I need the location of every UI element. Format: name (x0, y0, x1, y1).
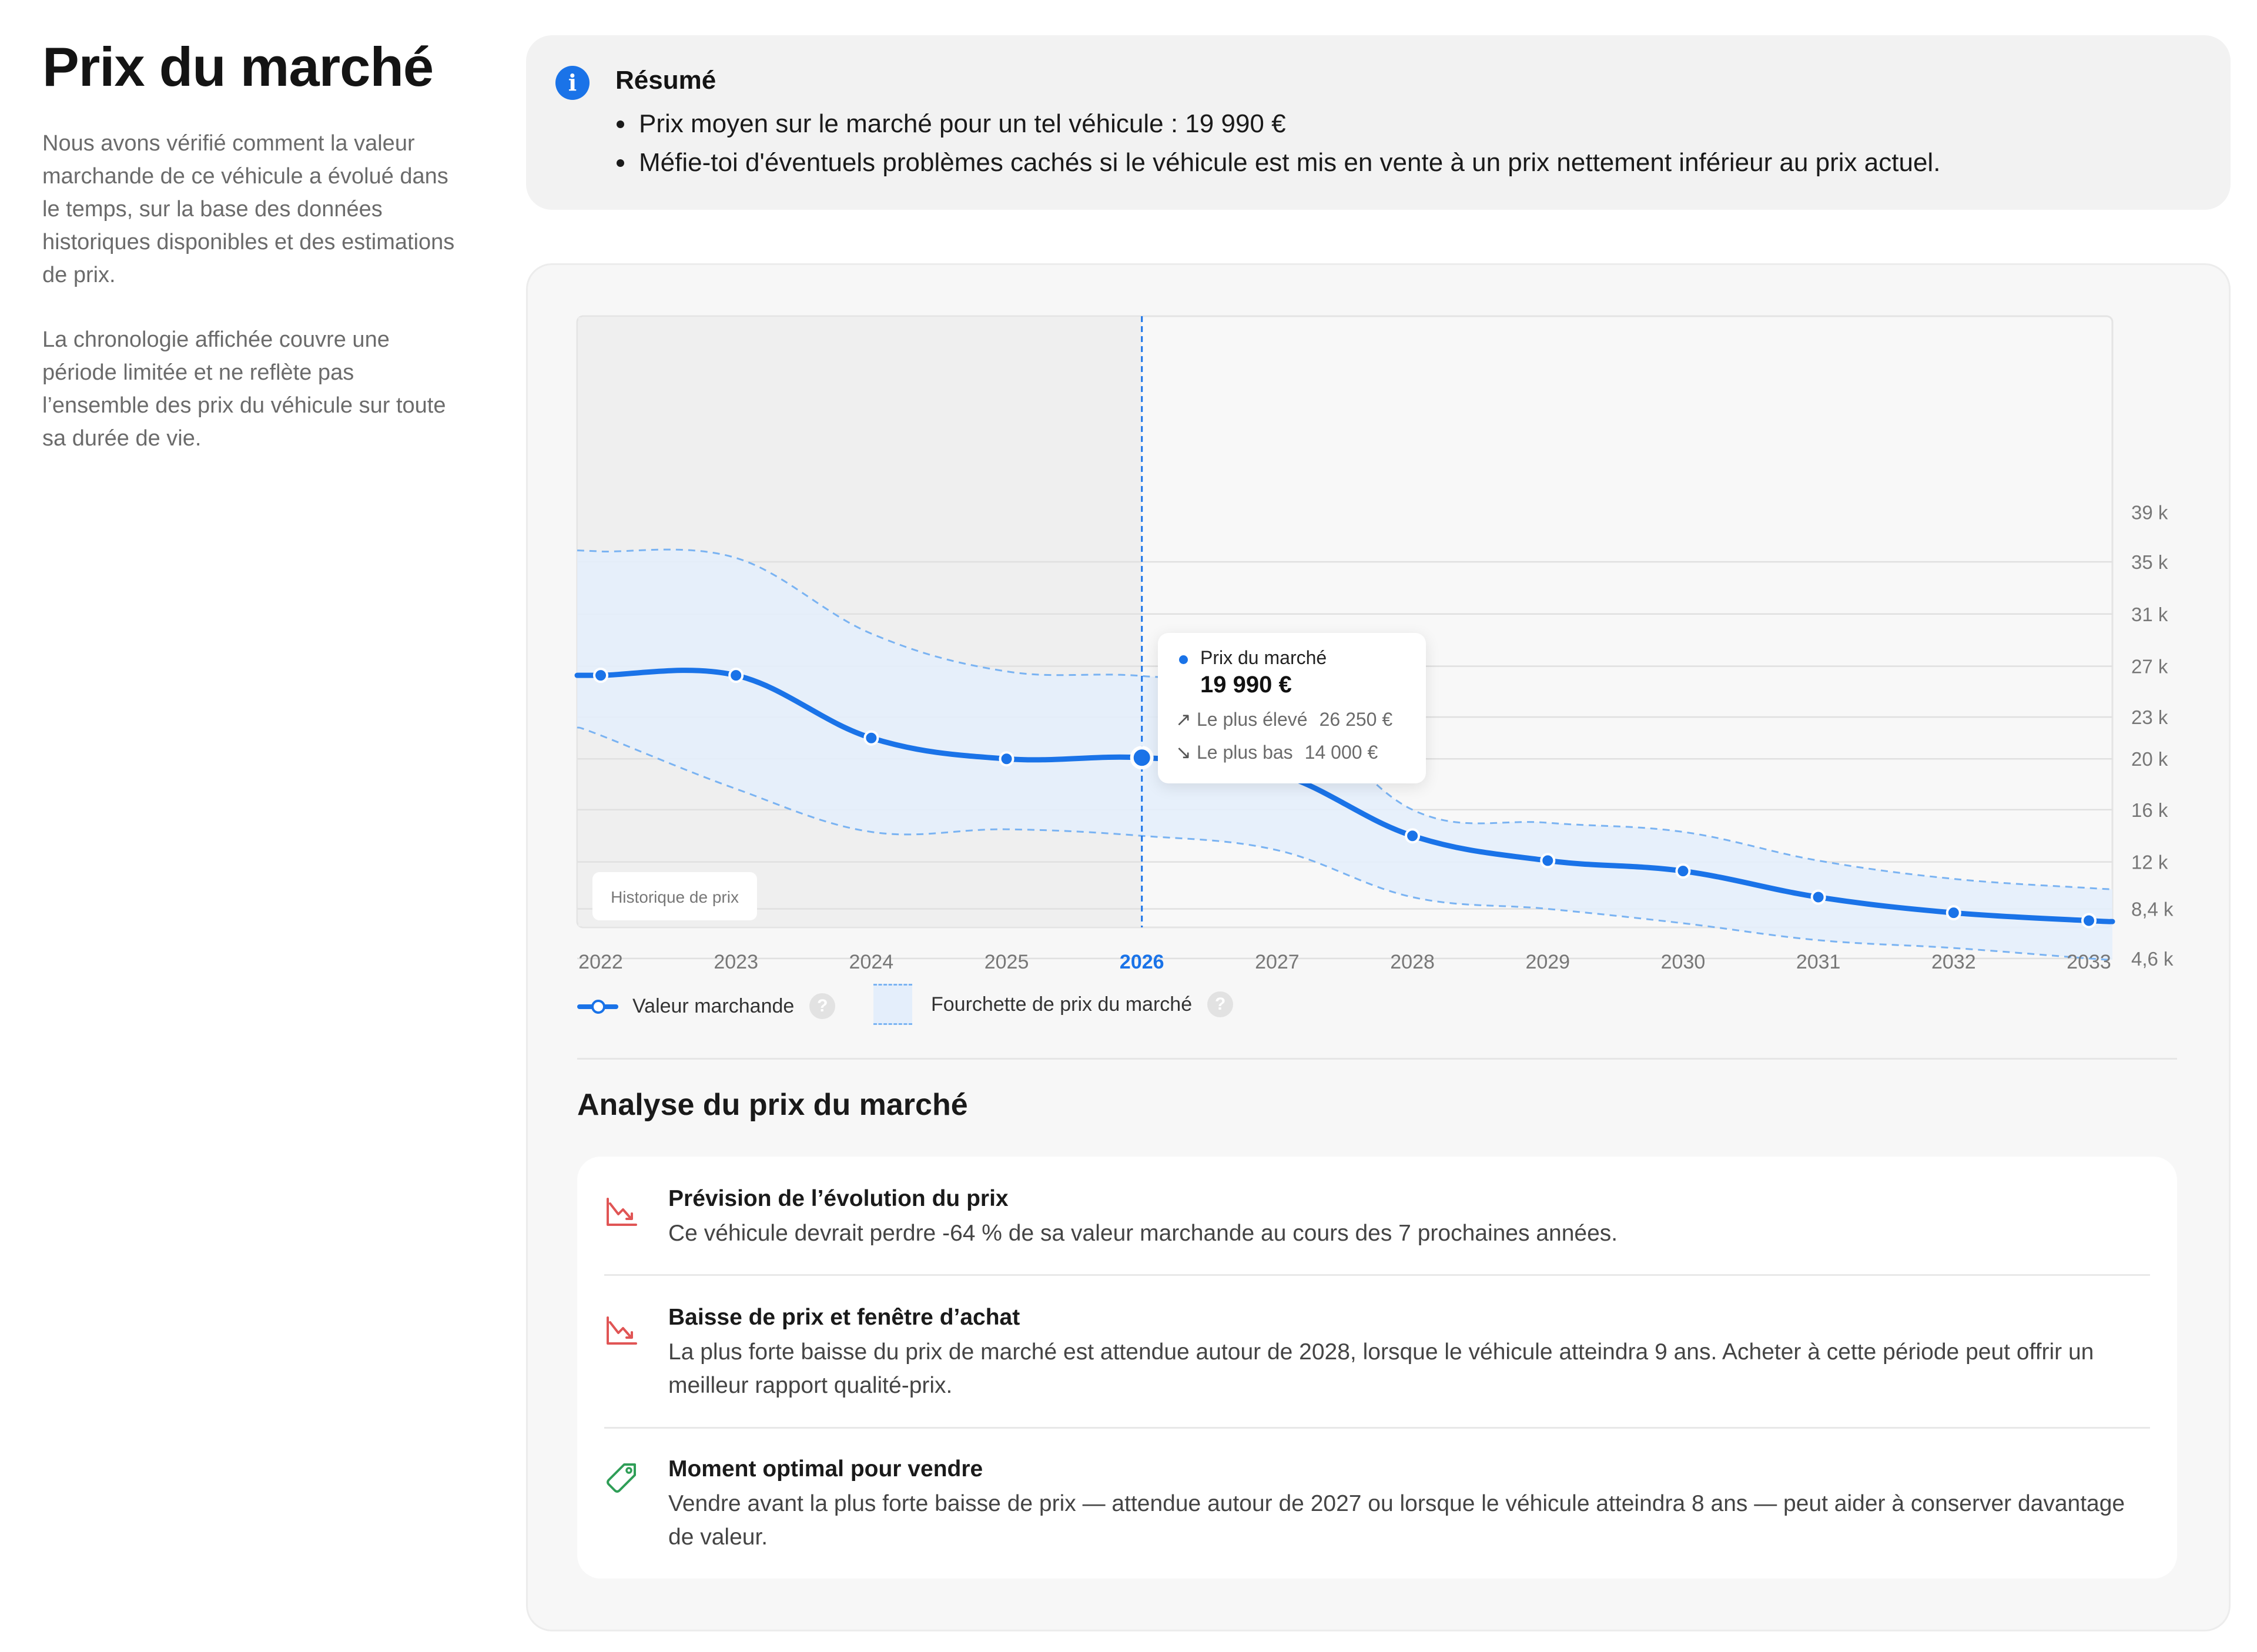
legend-label: Valeur marchande (632, 994, 795, 1017)
page-title: Prix du marché (42, 36, 434, 98)
summary-bullet: Méfie-toi d'éventuels problèmes cachés s… (615, 143, 1940, 182)
tooltip-label: Prix du marché (1200, 647, 1327, 668)
question-icon[interactable]: ? (809, 993, 836, 1019)
data-point-center (1951, 910, 1956, 916)
range-band-icon (873, 984, 912, 1025)
analysis-divider (604, 1274, 2150, 1276)
question-icon[interactable]: ? (1207, 991, 1234, 1017)
x-tick-label: 2032 (1931, 951, 1976, 973)
tooltip-high-row: ↗ Le plus élevé 26 250 € (1176, 708, 1392, 731)
tooltip-low-value: 14 000 € (1304, 742, 1378, 763)
summary-bullet: Prix moyen sur le marché pour un tel véh… (615, 105, 1940, 143)
info-icon: i (555, 66, 590, 100)
x-tick-label: 2030 (1661, 951, 1706, 973)
y-tick-label: 39 k (2131, 502, 2168, 524)
summary-list: Prix moyen sur le marché pour un tel véh… (615, 105, 1940, 182)
analysis-card: Prévision de l’évolution du prix Ce véhi… (577, 1157, 2177, 1579)
history-label-chip (592, 872, 757, 920)
intro-paragraph: La chronologie affichée couvre une pério… (42, 327, 446, 451)
chart-tooltip: Prix du marché 19 990 € ↗ Le plus élevé 26… (1158, 633, 1426, 783)
price-tag-icon (607, 1463, 636, 1493)
analysis-item-title: Baisse de prix et fenêtre d’achat (668, 1305, 1020, 1330)
summary-title: Résumé (615, 66, 716, 95)
tooltip-high-value: 26 250 € (1319, 709, 1393, 730)
intro-paragraph: Nous avons vérifié comment la valeur mar… (42, 131, 455, 287)
tooltip-high-label: Le plus élevé (1197, 709, 1308, 730)
history-label: Historique de prix (611, 888, 739, 906)
trend-down-icon (607, 1198, 637, 1226)
tooltip-low-label: Le plus bas (1197, 742, 1293, 763)
x-tick-label: 2027 (1255, 951, 1300, 973)
price-chart[interactable]: 39 k 35 k 31 k 27 k 23 k 20 k 16 k 12 k 8,4 k 4,6… (0, 0, 2257, 999)
y-tick-label: 20 k (2131, 748, 2168, 770)
data-point-center (1680, 869, 1686, 874)
data-point-center (2087, 918, 2091, 923)
x-tick-label: 2024 (849, 951, 894, 973)
legend-label: Fourchette de prix du marché (931, 993, 1193, 1016)
y-tick-label: 16 k (2131, 799, 2168, 821)
arrow-up-right-icon: ↗ (1176, 709, 1191, 730)
tooltip-low-row: ↘ Le plus bas 14 000 € (1176, 741, 1378, 763)
data-point-center (869, 735, 874, 740)
y-tick-label: 27 k (2131, 656, 2168, 678)
x-tick-label: 2023 (714, 951, 758, 973)
x-tick-label: 2031 (1796, 951, 1841, 973)
line-series-icon (577, 996, 618, 1017)
tooltip-value: 19 990 € (1200, 672, 1292, 698)
x-tick-label: 2033 (2067, 951, 2111, 973)
summary-card: i Résumé Prix moyen sur le marché pour u… (526, 35, 2231, 210)
legend-item-price-range[interactable]: Fourchette de prix du marché ? (873, 984, 1234, 1025)
x-tick-label: 2028 (1390, 951, 1435, 973)
x-tick-label: 2029 (1525, 951, 1570, 973)
data-point-center (1545, 858, 1551, 863)
tooltip-dot (1179, 655, 1188, 664)
analysis-item-title: Prévision de l’évolution du prix (668, 1186, 1009, 1211)
arrow-down-right-icon: ↘ (1176, 742, 1191, 763)
intro-column: Prix du marché Nous avons vérifié commen… (42, 35, 466, 487)
data-point-center (734, 673, 739, 678)
analysis-divider (604, 1427, 2150, 1429)
analysis-item-title: Moment optimal pour vendre (668, 1456, 983, 1482)
data-point-center (1410, 833, 1415, 839)
analysis-item-text: Vendre avant la plus forte baisse de pri… (668, 1491, 2125, 1550)
x-tick-label: 2022 (578, 951, 623, 973)
section-divider (577, 1058, 2177, 1060)
selected-data-point (1130, 746, 1154, 770)
legend-item-market-value[interactable]: Valeur marchande ? (577, 993, 836, 1019)
y-tick-label: 31 k (2131, 604, 2168, 625)
analysis-item-text: La plus forte baisse du prix de marché e… (668, 1339, 2094, 1398)
y-tick-label: 8,4 k (2131, 899, 2174, 920)
y-tick-label: 12 k (2131, 852, 2168, 873)
data-point-center (1816, 894, 1821, 900)
y-tick-label: 35 k (2131, 551, 2168, 573)
trend-down-icon (607, 1316, 637, 1345)
price-range-lower (577, 726, 2113, 961)
y-tick-label: 23 k (2131, 706, 2168, 728)
analysis-title: Analyse du prix du marché (577, 1088, 968, 1122)
market-value-line (574, 668, 2115, 924)
x-tick-label: 2025 (984, 951, 1029, 973)
data-point-center (1004, 756, 1009, 762)
x-tick-label: 2026 (1120, 951, 1164, 973)
data-point-center (598, 673, 603, 678)
y-tick-label: 4,6 k (2131, 948, 2174, 970)
analysis-item-text: Ce véhicule devrait perdre -64 % de sa v… (668, 1221, 1618, 1246)
price-range-upper (577, 548, 2113, 890)
